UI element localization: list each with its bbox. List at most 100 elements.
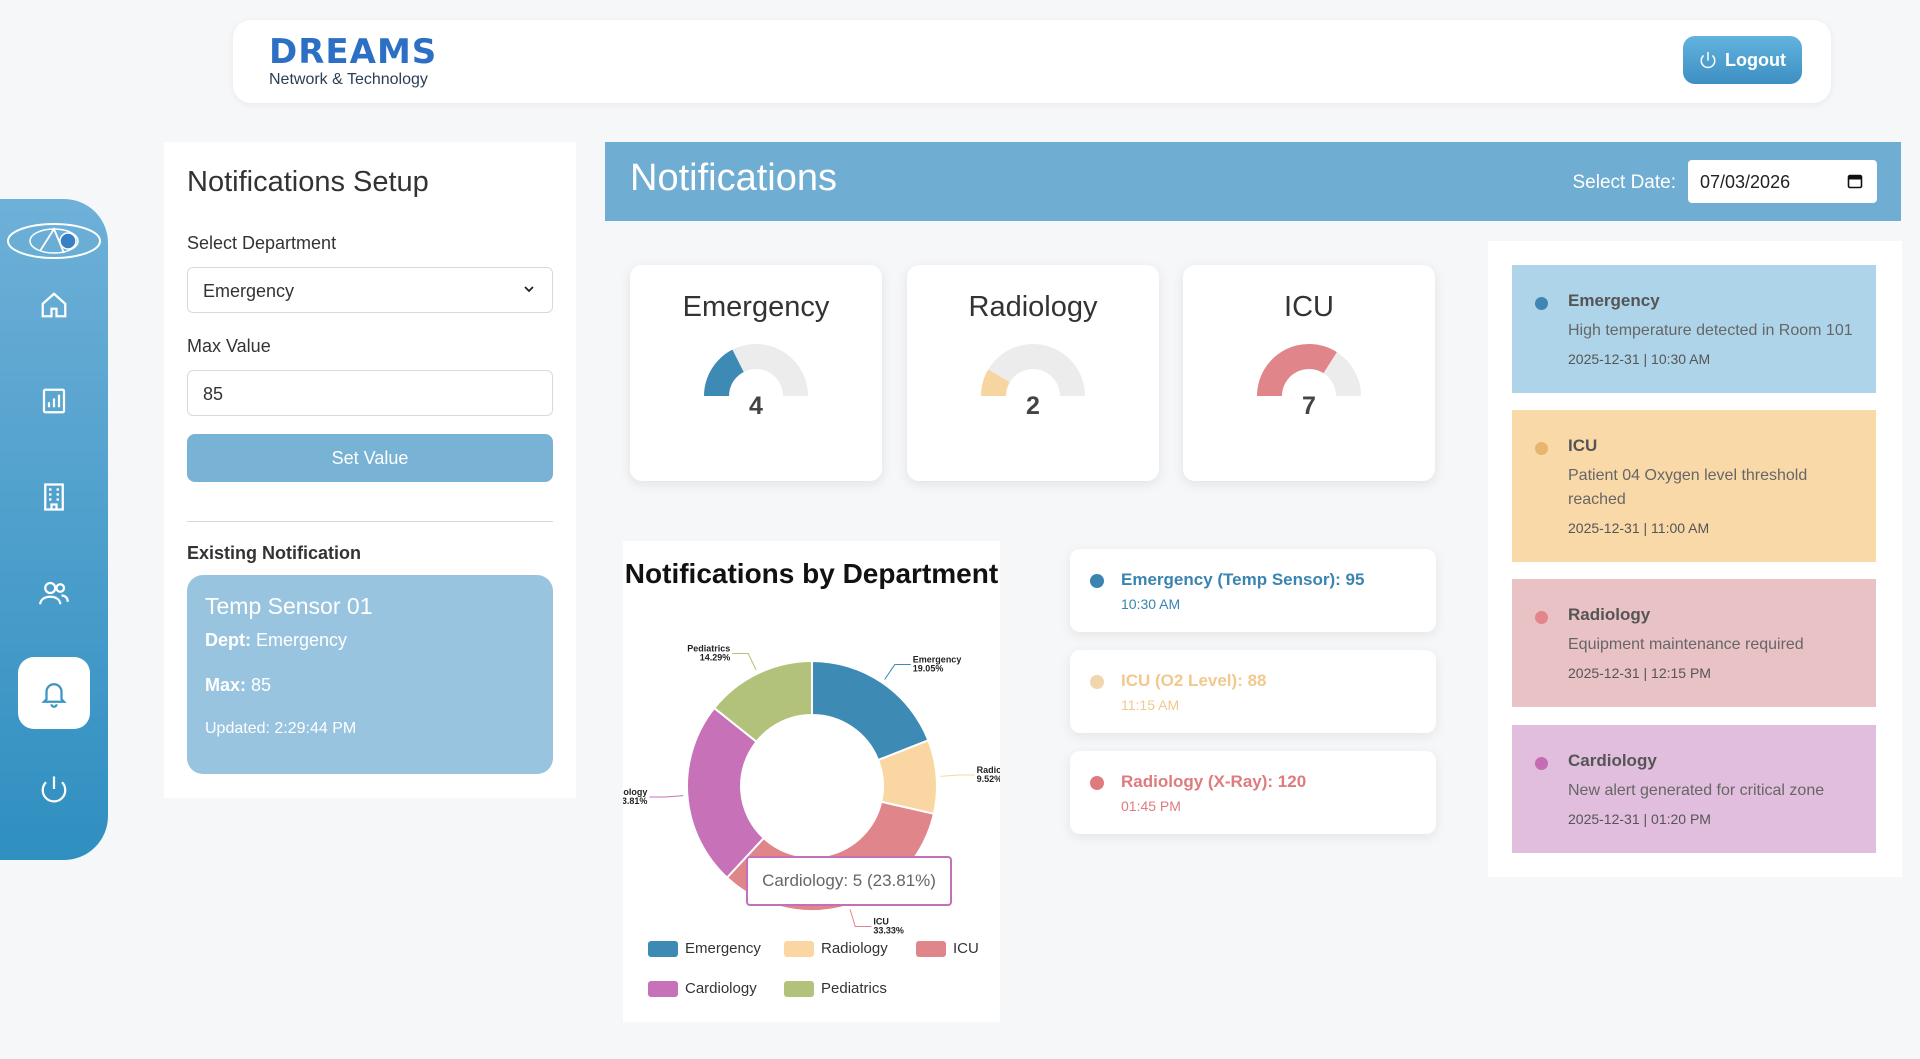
home-icon — [41, 292, 67, 318]
reading-card[interactable]: Radiology (X-Ray): 120 01:45 PM — [1070, 751, 1436, 834]
gauge-title: ICU — [1284, 291, 1334, 323]
notification-updated: Updated: 2:29:44 PM — [205, 720, 357, 737]
status-dot — [1090, 574, 1104, 588]
reading-card[interactable]: ICU (O2 Level): 88 11:15 AM — [1070, 650, 1436, 733]
nav-home[interactable] — [18, 269, 90, 341]
nav-power[interactable] — [18, 753, 90, 825]
gauge-chart — [981, 344, 1085, 396]
gauge-card-icu: ICU 7 — [1183, 265, 1435, 481]
gauge-track — [732, 344, 808, 396]
bell-icon — [41, 683, 67, 708]
existing-notification-card[interactable]: Temp Sensor 01 Dept: Emergency Max: 85 U… — [187, 575, 553, 774]
nav-notifications[interactable] — [18, 657, 90, 729]
divider — [187, 521, 553, 522]
top-header: DREAMS Network & Technology Logout — [233, 20, 1831, 103]
alert-card[interactable]: ICU Patient 04 Oxygen level threshold re… — [1512, 410, 1876, 562]
chart-slice-cardiology — [686, 706, 766, 880]
status-dot — [1535, 757, 1548, 770]
legend-swatch — [784, 980, 814, 997]
legend-label: Pediatrics — [821, 980, 887, 997]
chart-slice-pediatrics — [712, 659, 813, 744]
alert-card[interactable]: Emergency High temperature detected in R… — [1512, 265, 1876, 393]
legend-label: ICU — [953, 940, 979, 957]
max-value-label: Max Value — [187, 336, 271, 356]
nav-users[interactable] — [18, 557, 90, 629]
legend-swatch — [648, 940, 678, 957]
brand-name: DREAMS — [269, 32, 438, 72]
alert-time: 2025-12-31 | 01:20 PM — [1568, 811, 1711, 827]
setup-title: Notifications Setup — [187, 166, 429, 198]
legend-item-icu[interactable]: ICU — [916, 940, 979, 957]
label-leader-line — [884, 664, 911, 680]
nav-reports[interactable] — [18, 365, 90, 437]
gauge-track — [988, 344, 1085, 396]
date-input[interactable]: 07/03/2026 — [1688, 160, 1877, 203]
gauge-value: 7 — [1302, 392, 1316, 420]
notifications-header: Notifications Select Date: 07/03/2026 — [605, 142, 1901, 221]
status-dot — [1090, 675, 1104, 689]
legend-swatch — [916, 940, 946, 957]
legend-item-cardiology[interactable]: Cardiology — [648, 980, 757, 997]
slice-percent-label: 14.29% — [700, 653, 731, 663]
reading-title: Emergency (Temp Sensor): 95 — [1121, 570, 1365, 589]
reading-card[interactable]: Emergency (Temp Sensor): 95 10:30 AM — [1070, 549, 1436, 632]
status-dot — [1535, 297, 1548, 310]
gauge-track — [1323, 352, 1361, 396]
alerts-panel: Emergency High temperature detected in R… — [1488, 241, 1902, 877]
reading-time: 10:30 AM — [1121, 596, 1181, 612]
notification-dept: Dept: Emergency — [205, 630, 348, 650]
gauge-fill — [704, 349, 744, 396]
brand-logo: DREAMS Network & Technology — [269, 34, 437, 89]
alert-title: Cardiology — [1568, 751, 1657, 770]
slice-label: ICU — [873, 916, 889, 926]
gauge-value: 4 — [749, 392, 763, 420]
chart-slice-emergency — [811, 659, 930, 762]
notification-max: Max: 85 — [205, 675, 272, 695]
set-value-button[interactable]: Set Value — [187, 434, 553, 482]
bar-chart-icon — [42, 388, 66, 414]
status-dot — [1090, 776, 1104, 790]
legend-label: Emergency — [685, 940, 761, 957]
logout-button[interactable]: Logout — [1683, 36, 1802, 84]
legend-swatch — [648, 980, 678, 997]
existing-notification-label: Existing Notification — [187, 543, 362, 563]
gauge-card-emergency: Emergency 4 — [630, 265, 882, 481]
gauge-fill — [981, 369, 1010, 396]
gauge-card-radiology: Radiology 2 — [907, 265, 1159, 481]
notification-name: Temp Sensor 01 — [205, 593, 373, 619]
alert-time: 2025-12-31 | 12:15 PM — [1568, 665, 1711, 681]
department-select[interactable]: Emergency — [187, 267, 553, 313]
department-chart-panel: Emergency19.05%Radiology9.52%ICU33.33%Ca… — [623, 541, 1000, 1022]
alert-message: Patient 04 Oxygen level threshold reache… — [1568, 467, 1808, 508]
label-leader-line — [732, 653, 757, 670]
label-leader-line — [649, 795, 684, 798]
label-leader-line — [849, 909, 872, 927]
legend-item-pediatrics[interactable]: Pediatrics — [784, 980, 887, 997]
slice-percent-label: 33.33% — [873, 925, 904, 935]
notifications-setup-panel: Notifications Setup Select Department Em… — [164, 142, 576, 798]
alert-title: Emergency — [1568, 291, 1660, 310]
users-icon — [39, 581, 69, 605]
slice-label: Cardiology — [623, 787, 647, 797]
alert-card[interactable]: Cardiology New alert generated for criti… — [1512, 725, 1876, 853]
max-value-input[interactable]: 85 — [187, 370, 553, 416]
date-value: 07/03/2026 — [1700, 172, 1791, 192]
legend-item-radiology[interactable]: Radiology — [784, 940, 888, 957]
legend-item-emergency[interactable]: Emergency — [648, 940, 761, 957]
power-icon — [1700, 51, 1716, 69]
alert-time: 2025-12-31 | 10:30 AM — [1568, 351, 1711, 367]
legend-label: Cardiology — [685, 980, 757, 997]
slice-label: Radiology — [977, 765, 1000, 775]
calendar-icon — [1847, 174, 1863, 189]
label-leader-line — [940, 774, 975, 777]
status-dot — [1535, 611, 1548, 624]
gauge-title: Emergency — [682, 291, 830, 323]
gauge-value: 2 — [1026, 392, 1040, 420]
alert-card[interactable]: Radiology Equipment maintenance required… — [1512, 579, 1876, 707]
gauge-chart — [704, 344, 808, 396]
nav-building[interactable] — [18, 461, 90, 533]
alert-title: ICU — [1568, 436, 1598, 455]
side-navigation — [0, 199, 108, 860]
gauge-chart — [1257, 344, 1361, 396]
reading-time: 01:45 PM — [1121, 798, 1181, 814]
